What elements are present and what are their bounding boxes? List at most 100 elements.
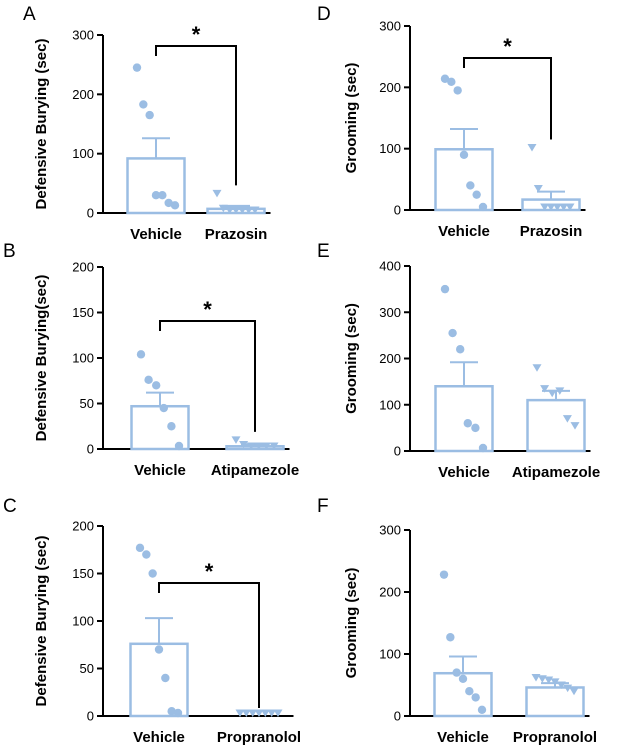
category-label: Vehicle (437, 729, 489, 746)
data-point (447, 77, 456, 87)
y-tick-label: 300 (379, 19, 401, 34)
data-point (260, 709, 270, 717)
y-tick-label: 0 (87, 206, 94, 221)
y-axis-label: Grooming (sec) (343, 303, 360, 414)
data-point (531, 674, 541, 682)
data-point (563, 684, 573, 693)
y-tick-label: 200 (379, 585, 401, 600)
category-label: Atipamezole (211, 462, 299, 479)
data-point (556, 681, 566, 689)
y-tick-label: 50 (80, 661, 94, 676)
data-point (167, 422, 176, 431)
y-tick-label: 200 (72, 519, 94, 534)
y-tick-label: 0 (87, 442, 94, 457)
data-point (273, 709, 283, 717)
category-label: Vehicle (134, 462, 186, 479)
data-point (559, 203, 569, 211)
y-axis-label: Defensive Burying (sec) (33, 39, 50, 210)
category-label: Vehicle (130, 226, 182, 243)
data-point (231, 436, 241, 444)
data-point (135, 543, 145, 553)
y-tick-label: 300 (379, 305, 401, 320)
data-point (477, 705, 487, 714)
data-point (212, 189, 222, 198)
data-point (241, 709, 251, 717)
category-label: Vehicle (438, 464, 490, 481)
category-label: Prazosin (205, 226, 268, 243)
category-label: Vehicle (133, 729, 185, 746)
y-tick-label: 200 (72, 87, 94, 102)
data-point (448, 328, 457, 338)
panel-label: B (3, 241, 16, 262)
data-point (164, 198, 173, 208)
data-point (158, 191, 167, 200)
y-tick-label: 300 (379, 523, 401, 538)
significance-bracket (155, 45, 237, 186)
panel-label: E (317, 241, 330, 262)
y-tick-label: 0 (394, 203, 401, 218)
y-tick-label: 100 (72, 351, 94, 366)
data-point (254, 709, 264, 717)
data-point (440, 74, 450, 83)
data-point (471, 423, 480, 433)
y-tick-label: 100 (72, 614, 94, 629)
data-point (552, 203, 562, 211)
data-point (152, 381, 161, 390)
data-point (533, 185, 543, 193)
y-tick-label: 200 (379, 351, 401, 366)
data-point (261, 442, 271, 450)
data-point (547, 389, 557, 398)
data-point (132, 63, 142, 72)
y-tick-label: 150 (72, 566, 94, 581)
y-axis-label: Defensive Burying(sec) (33, 275, 50, 442)
data-point (537, 675, 547, 683)
data-point (527, 143, 537, 152)
data-point (151, 191, 161, 200)
data-point (540, 203, 550, 211)
data-point (239, 440, 249, 449)
category-label: Atipamezole (512, 464, 600, 481)
category-label: Propranolol (513, 729, 597, 746)
data-point (540, 385, 550, 393)
y-tick-label: 300 (72, 28, 94, 43)
data-point (136, 350, 146, 359)
data-point (562, 415, 572, 423)
data-point (139, 100, 148, 109)
data-point (439, 570, 449, 579)
data-point (478, 443, 488, 453)
data-point (471, 693, 480, 702)
data-point (550, 678, 560, 686)
data-point (446, 633, 455, 642)
data-point (237, 206, 247, 214)
data-point (173, 708, 183, 718)
data-point (161, 673, 170, 683)
data-point (452, 668, 461, 677)
data-point (231, 206, 241, 214)
significance-star: * (192, 22, 201, 47)
data-point (246, 442, 256, 450)
y-tick-label: 100 (379, 647, 401, 662)
data-point (145, 110, 154, 120)
y-tick-label: 0 (394, 444, 401, 459)
y-tick-label: 400 (379, 259, 401, 274)
data-point (225, 206, 235, 214)
data-point (466, 181, 475, 190)
data-point (267, 709, 277, 717)
y-tick-label: 0 (394, 709, 401, 724)
data-point (174, 441, 184, 451)
panel-label: C (3, 496, 17, 517)
data-point (478, 202, 488, 212)
bar-vehicle (434, 385, 494, 453)
y-tick-label: 150 (72, 305, 94, 320)
data-point (167, 707, 176, 716)
significance-bracket (463, 57, 552, 140)
panel-label: F (317, 496, 329, 517)
data-point (453, 86, 462, 95)
data-point (144, 375, 153, 385)
panel-label: A (23, 4, 36, 25)
data-point (456, 345, 465, 354)
y-tick-label: 200 (72, 260, 94, 275)
y-tick-label: 100 (379, 141, 401, 156)
data-point (532, 364, 542, 372)
